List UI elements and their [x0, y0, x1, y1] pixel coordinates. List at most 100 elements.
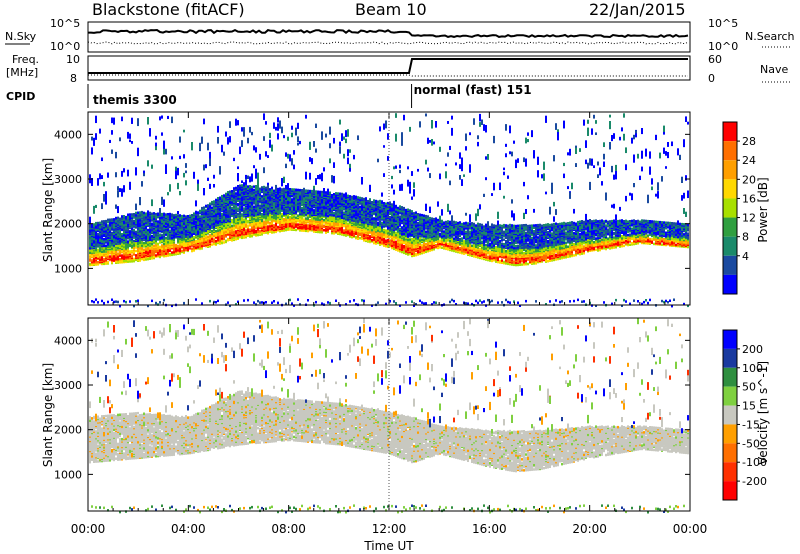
data-cell — [117, 233, 119, 236]
data-cell — [317, 190, 319, 193]
data-cell — [233, 189, 235, 192]
data-cell — [241, 221, 243, 224]
data-cell — [345, 222, 347, 225]
data-cell — [253, 225, 255, 229]
radar-title: Blackstone (fitACF) — [92, 0, 245, 19]
data-cell — [237, 212, 239, 216]
data-cell — [283, 212, 285, 215]
data-cell — [233, 187, 235, 190]
data-cell — [165, 213, 167, 216]
data-cell — [231, 219, 233, 222]
data-cell — [339, 119, 341, 125]
data-cell — [309, 157, 311, 162]
data-cell — [213, 174, 215, 179]
data-cell — [315, 148, 317, 153]
data-cell — [225, 194, 227, 198]
data-cell — [241, 184, 243, 187]
data-cell — [285, 202, 287, 205]
data-cell — [173, 214, 175, 217]
data-cell — [217, 232, 219, 236]
data-cell — [111, 218, 113, 221]
data-cell — [211, 200, 213, 204]
data-cell — [105, 244, 107, 247]
data-cell — [327, 188, 329, 195]
data-cell — [287, 153, 289, 159]
data-cell — [205, 238, 207, 241]
data-cell — [135, 167, 137, 176]
data-cell — [179, 136, 181, 143]
data-cell — [265, 121, 267, 125]
data-cell — [345, 206, 347, 209]
data-cell — [303, 200, 305, 203]
data-cell — [141, 246, 143, 250]
data-cell — [141, 252, 143, 255]
data-cell — [137, 147, 139, 157]
data-cell — [125, 251, 127, 255]
data-cell — [201, 233, 203, 237]
data-cell — [333, 175, 335, 184]
data-cell — [123, 221, 125, 225]
data-cell — [135, 249, 137, 253]
data-cell — [221, 204, 223, 208]
data-cell — [297, 298, 299, 301]
data-cell — [155, 135, 157, 140]
data-cell — [329, 301, 331, 305]
data-cell — [291, 188, 293, 191]
data-cell — [203, 237, 205, 241]
data-cell — [155, 250, 157, 254]
data-cell — [93, 223, 95, 226]
data-cell — [269, 211, 271, 215]
data-cell — [91, 232, 93, 235]
data-cell — [313, 200, 315, 203]
data-cell — [251, 131, 253, 136]
data-cell — [235, 225, 237, 229]
data-cell — [131, 250, 133, 253]
data-cell — [303, 208, 305, 211]
data-cell — [343, 153, 345, 159]
data-cell — [373, 240, 375, 244]
data-cell — [179, 228, 181, 232]
data-cell — [341, 216, 343, 219]
data-cell — [329, 223, 331, 227]
data-cell — [121, 215, 123, 218]
data-cell — [341, 209, 343, 213]
data-cell — [257, 178, 259, 187]
data-cell — [253, 145, 255, 151]
data-cell — [293, 192, 295, 196]
data-cell — [197, 232, 199, 235]
data-cell — [277, 190, 279, 193]
data-cell — [255, 211, 257, 215]
data-cell — [183, 220, 185, 223]
data-cell — [129, 235, 131, 239]
data-cell — [103, 233, 105, 236]
data-cell — [257, 299, 259, 303]
data-cell — [339, 228, 341, 231]
data-cell — [257, 172, 259, 180]
data-cell — [265, 197, 267, 201]
data-cell — [279, 120, 281, 129]
data-cell — [277, 123, 279, 131]
data-cell — [101, 237, 103, 240]
data-cell — [327, 203, 329, 207]
data-cell — [323, 229, 325, 232]
data-cell — [123, 247, 125, 250]
data-cell — [337, 200, 339, 203]
data-cell — [329, 209, 331, 212]
data-cell — [177, 240, 179, 243]
data-cell — [359, 198, 361, 202]
data-cell — [267, 210, 269, 214]
data-cell — [297, 194, 299, 197]
data-cell — [237, 166, 239, 170]
freq-panel: Freq. [MHz] 10 8 60 0 Nave — [6, 53, 792, 85]
data-cell — [227, 231, 229, 234]
data-cell — [369, 239, 371, 243]
data-cell — [367, 199, 369, 203]
data-cell — [119, 235, 121, 238]
data-cell — [133, 257, 135, 261]
data-cell — [225, 200, 227, 203]
data-cell — [185, 242, 187, 245]
data-cell — [95, 221, 97, 225]
data-cell — [129, 133, 131, 139]
data-cell — [349, 224, 351, 227]
data-cell — [139, 222, 141, 225]
